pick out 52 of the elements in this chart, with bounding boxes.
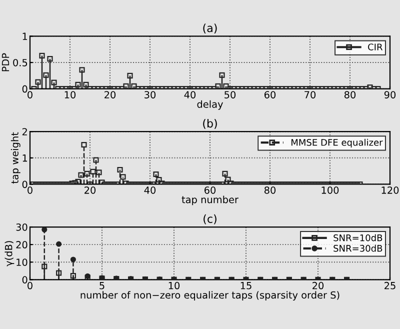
x-tick-label: 80 bbox=[264, 186, 276, 194]
chart-title: (c) bbox=[204, 214, 216, 224]
y-tick-label: 30 bbox=[16, 223, 28, 231]
x-tick-label: 50 bbox=[224, 91, 236, 98]
x-tick-label: 100 bbox=[322, 186, 339, 194]
legend-label: SNR=30dB bbox=[334, 244, 382, 252]
point bbox=[56, 241, 62, 247]
x-axis-title: delay bbox=[197, 100, 223, 110]
y-tick-label: 0 bbox=[22, 180, 28, 188]
x-tick-label: 0 bbox=[28, 91, 32, 98]
x-tick-label: 80 bbox=[344, 91, 356, 98]
x-axis-title: tap number bbox=[182, 196, 238, 206]
y-tick-label: 1 bbox=[22, 32, 28, 40]
x-tick-label: 60 bbox=[204, 186, 216, 194]
x-tick-label: 60 bbox=[264, 91, 276, 98]
x-tick-label: 40 bbox=[184, 91, 196, 98]
point bbox=[42, 227, 48, 232]
y-tick-label: 2 bbox=[22, 128, 27, 136]
y-tick-label: 1 bbox=[22, 154, 28, 162]
x-tick-label: 5 bbox=[100, 282, 104, 290]
point bbox=[70, 256, 76, 262]
y-axis-title: PDP bbox=[2, 53, 10, 72]
x-tick-label: 90 bbox=[384, 91, 396, 98]
y-tick-label: 0 bbox=[22, 85, 28, 93]
x-axis-title: number of non−zero equalizer taps (sparsity order S) bbox=[80, 291, 340, 301]
x-tick-label: 0 bbox=[28, 282, 32, 290]
legend-label: MMSE DFE equalizer bbox=[292, 138, 383, 148]
y-tick-label: 10 bbox=[16, 258, 28, 266]
x-tick-label: 10 bbox=[64, 91, 76, 98]
chart-title: (b) bbox=[203, 118, 217, 129]
y-axis-title: γ(dB) bbox=[4, 241, 14, 266]
legend-label: CIR bbox=[368, 44, 383, 50]
point bbox=[70, 273, 76, 279]
x-tick-label: 0 bbox=[28, 186, 32, 194]
x-tick-label: 20 bbox=[312, 282, 324, 290]
y-axis-title: tap weight bbox=[10, 132, 20, 184]
x-tick-label: 15 bbox=[240, 282, 252, 290]
y-tick-label: 0.5 bbox=[13, 58, 28, 66]
y-tick-label: 20 bbox=[16, 241, 28, 248]
x-tick-label: 40 bbox=[144, 186, 156, 194]
legend-label: SNR=10dB bbox=[334, 234, 382, 242]
x-tick-label: 25 bbox=[384, 282, 396, 290]
x-tick-label: 20 bbox=[84, 186, 96, 194]
y-tick-label: 0 bbox=[22, 276, 28, 284]
x-tick-label: 120 bbox=[382, 186, 399, 194]
chart-title: (a) bbox=[203, 24, 217, 34]
x-tick-label: 20 bbox=[104, 91, 116, 98]
x-tick-label: 10 bbox=[168, 282, 180, 290]
x-tick-label: 30 bbox=[144, 91, 156, 98]
point bbox=[56, 270, 62, 276]
x-tick-label: 70 bbox=[304, 91, 316, 98]
point bbox=[42, 264, 48, 270]
